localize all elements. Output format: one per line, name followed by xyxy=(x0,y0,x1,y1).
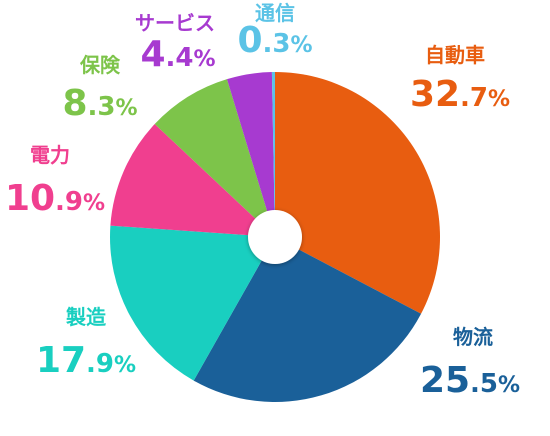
value-label: 25.5% xyxy=(420,360,520,401)
pie-slice xyxy=(154,79,275,237)
pie-slice xyxy=(226,72,275,237)
pie-slice xyxy=(193,237,422,402)
value-label: 0.3% xyxy=(237,20,312,61)
pie-slice xyxy=(110,124,275,237)
category-label: 電力 xyxy=(30,143,70,167)
category-label: サービス xyxy=(135,11,215,35)
category-label: 自動車 xyxy=(425,43,485,67)
pie xyxy=(110,72,440,402)
value-label: 10.9% xyxy=(5,178,105,219)
category-label: 保険 xyxy=(79,53,121,77)
value-label: 4.4% xyxy=(140,34,215,75)
value-label: 32.7% xyxy=(410,74,510,115)
value-label: 8.3% xyxy=(62,83,137,124)
pie-slice xyxy=(271,72,275,237)
value-label: 17.9% xyxy=(36,340,136,381)
pie-slice xyxy=(110,225,275,381)
category-label: 通信 xyxy=(255,1,295,25)
labels: 自動車 32.7% 物流 25.5% 製造 17.9% 電力 10.9% 保険 8.3% サービス4… xyxy=(5,1,520,401)
pie-hole xyxy=(248,210,302,264)
category-label: 製造 xyxy=(66,305,107,329)
pie-slice xyxy=(275,72,440,314)
category-label: 物流 xyxy=(453,325,493,349)
